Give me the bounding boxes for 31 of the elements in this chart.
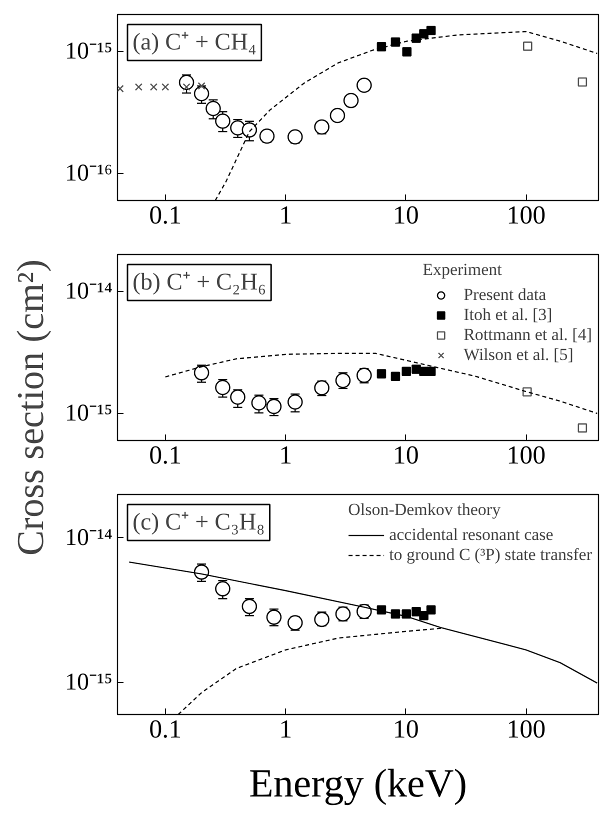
y-axis-title: Cross section (cm²) bbox=[10, 259, 52, 556]
x-tick-label: 100 bbox=[506, 200, 546, 230]
legend-label: Present data bbox=[464, 285, 546, 305]
x-tick-label: 10 bbox=[392, 440, 419, 470]
legend-label: to ground C (³P) state transfer bbox=[389, 545, 592, 565]
x-tick-label: 100 bbox=[506, 440, 546, 470]
x-tick-label: 0.1 bbox=[149, 200, 182, 230]
legend-title: Experiment bbox=[422, 260, 503, 280]
y-tick-label: 10⁻¹⁴ bbox=[64, 278, 112, 304]
x-tick-label: 1 bbox=[279, 714, 292, 744]
legend-label: Itoh et al. [3] bbox=[464, 305, 552, 325]
text: (b) C⁺ + C₂H₆ bbox=[132, 270, 266, 296]
y-tick-label: 10⁻¹⁶ bbox=[64, 160, 112, 186]
x-tick-label: 100 bbox=[506, 714, 546, 744]
legend-label: Rottmann et al. [4] bbox=[464, 325, 592, 345]
x-tick-label: 1 bbox=[279, 200, 292, 230]
text: (c) C⁺ + C₃H₈ bbox=[132, 510, 265, 536]
legend-label: Wilson et al. [5] bbox=[464, 345, 574, 365]
legend-title: Olson-Demkov theory bbox=[348, 500, 502, 520]
y-tick-label: 10⁻¹⁵ bbox=[64, 38, 112, 64]
x-axis-title: Energy (keV) bbox=[248, 760, 468, 806]
x-tick-label: 0.1 bbox=[149, 440, 182, 470]
x-tick-label: 1 bbox=[279, 440, 292, 470]
y-tick-label: 10⁻¹⁵ bbox=[64, 669, 112, 696]
x-tick-label: 10 bbox=[392, 200, 419, 230]
x-tick-label: 10 bbox=[392, 714, 419, 744]
y-tick-label: 10⁻¹⁴ bbox=[64, 524, 112, 551]
text: (a) C⁺ + CH₄ bbox=[132, 30, 256, 56]
legend-label: accidental resonant case bbox=[389, 525, 554, 545]
x-tick-label: 0.1 bbox=[149, 714, 182, 744]
y-tick-label: 10⁻¹⁵ bbox=[64, 400, 112, 426]
